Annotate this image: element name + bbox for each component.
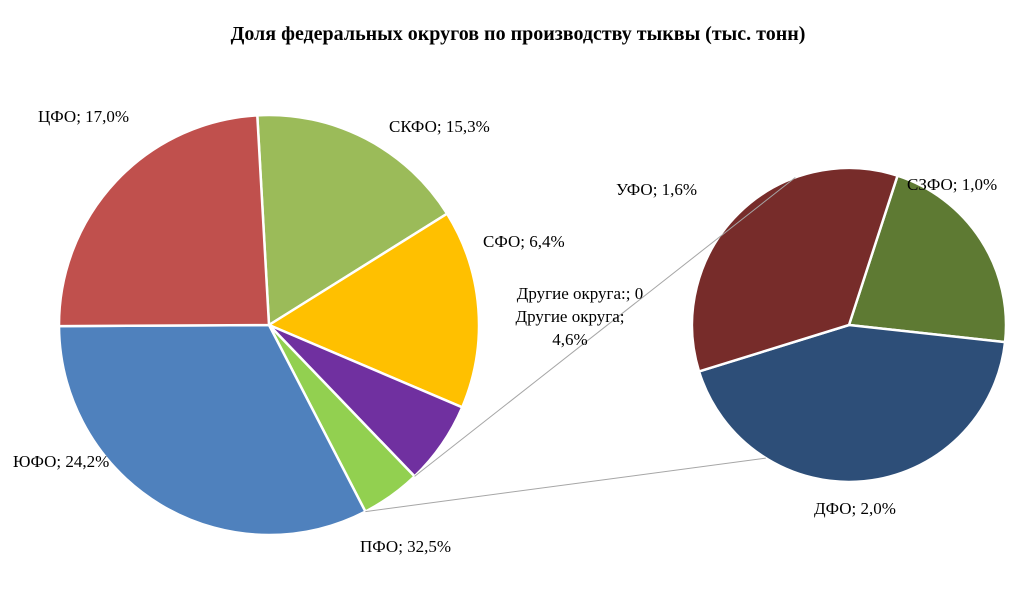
label-skfo: СКФО; 15,3% xyxy=(389,117,490,136)
main-pie xyxy=(57,113,481,537)
main-slice-5 xyxy=(57,114,271,328)
main-slice-4 xyxy=(57,323,367,537)
label-yufo: ЮФО; 24,2% xyxy=(13,452,109,471)
label-other-line1: Другие округа; xyxy=(515,307,624,326)
secondary-slice-1 xyxy=(697,323,1007,484)
main-slice-0 xyxy=(256,113,449,327)
connector-line-top xyxy=(414,177,796,477)
label-ufo: УФО; 1,6% xyxy=(616,180,697,199)
secondary-slice-2 xyxy=(690,166,899,373)
connector-line-bottom xyxy=(365,457,766,513)
label-pfo: ПФО; 32,5% xyxy=(360,537,451,556)
label-szfo: СЗФО; 1,0% xyxy=(907,175,997,194)
secondary-slice-0 xyxy=(847,174,1008,344)
label-other-zero: Другие округа:; 0 xyxy=(517,284,644,303)
main-slice-1 xyxy=(267,212,481,409)
secondary-pie xyxy=(690,166,1008,484)
label-cfo: ЦФО; 17,0% xyxy=(38,107,129,126)
label-dfo: ДФО; 2,0% xyxy=(814,499,896,518)
label-other-line2: 4,6% xyxy=(552,330,587,349)
label-sfo: СФО; 6,4% xyxy=(483,232,565,251)
chart-title: Доля федеральных округов по производству… xyxy=(231,23,806,45)
